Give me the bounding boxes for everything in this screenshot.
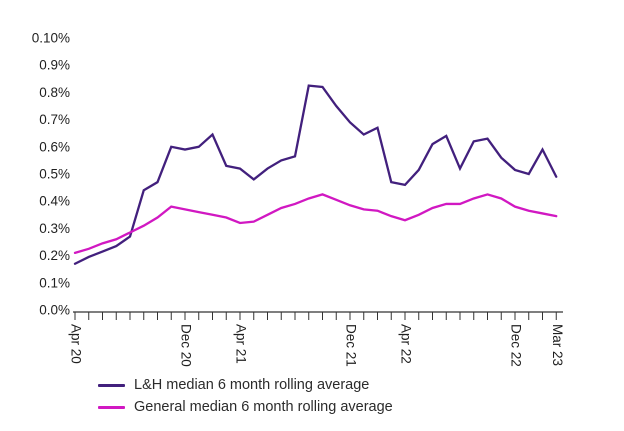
y-axis-tick-label: 0.4% xyxy=(39,194,70,209)
x-axis-tick-label: Apr 20 xyxy=(69,324,84,364)
x-axis-tick-label: Dec 22 xyxy=(509,324,524,367)
y-axis-tick-label: 0.3% xyxy=(39,221,70,236)
x-axis-tick-label: Mar 23 xyxy=(550,324,565,366)
y-axis-tick-label: 0.5% xyxy=(39,167,70,182)
y-axis-tick-label: 0.0% xyxy=(39,303,70,318)
y-axis-tick-label: 0.9% xyxy=(39,58,70,73)
y-axis-tick-label: 0.1% xyxy=(39,275,70,290)
x-axis-tick-label: Dec 20 xyxy=(179,324,194,367)
legend-item-general: General median 6 month rolling average xyxy=(98,396,393,418)
x-axis-tick-label: Apr 22 xyxy=(399,324,414,364)
general-series-line xyxy=(73,193,558,255)
x-axis-tick-label: Dec 21 xyxy=(344,324,359,367)
y-axis-tick-label: 0.2% xyxy=(39,248,70,263)
lh-series-label: L&H median 6 month rolling average xyxy=(134,377,370,393)
lh-series-swatch xyxy=(98,383,125,387)
y-axis-tick-label: 0.10% xyxy=(32,31,70,46)
y-axis-tick-label: 0.8% xyxy=(39,85,70,100)
lh-series-line xyxy=(73,84,558,265)
x-axis-tick-label: Apr 21 xyxy=(234,324,249,364)
y-axis-tick-label: 0.7% xyxy=(39,112,70,127)
y-axis-tick-label: 0.6% xyxy=(39,139,70,154)
general-series-swatch xyxy=(98,405,125,409)
general-series-label: General median 6 month rolling average xyxy=(134,399,393,415)
legend-item-lh: L&H median 6 month rolling average xyxy=(98,374,393,396)
chart-legend: L&H median 6 month rolling average Gener… xyxy=(98,374,393,418)
